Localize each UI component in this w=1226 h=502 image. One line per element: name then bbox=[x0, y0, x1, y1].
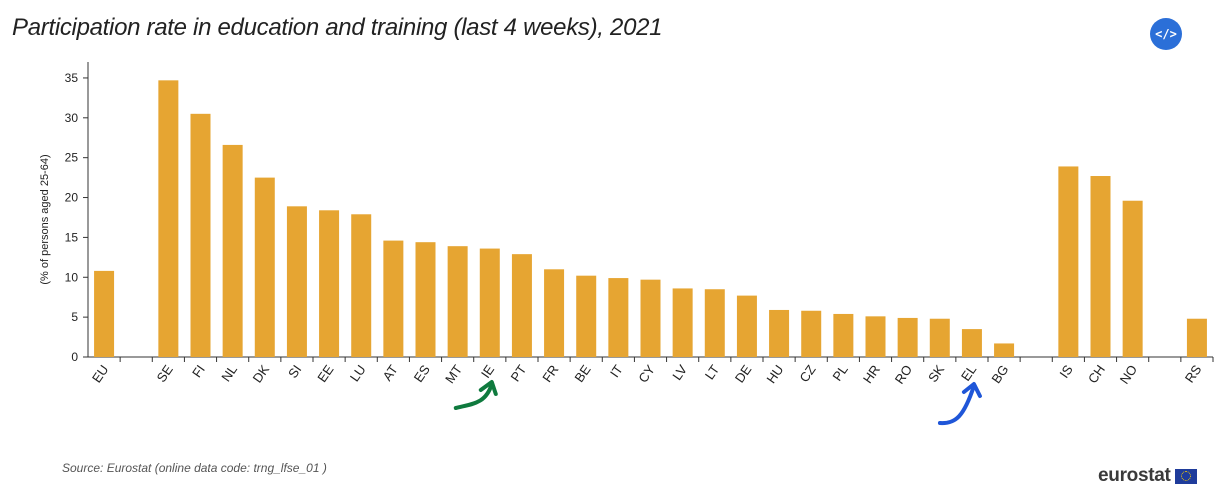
y-axis-title: (% of persons aged 25-64) bbox=[39, 154, 51, 284]
bar-lt bbox=[704, 289, 725, 357]
bar-is bbox=[1058, 166, 1079, 357]
x-tick-label: LU bbox=[347, 362, 369, 384]
bar-fr bbox=[544, 269, 565, 357]
x-tick-label: AT bbox=[380, 362, 401, 383]
bar-hu bbox=[769, 309, 790, 357]
x-tick-label: NL bbox=[218, 362, 240, 384]
x-tick-label: RO bbox=[892, 362, 915, 387]
bar-bg bbox=[994, 343, 1015, 357]
x-tick-label: DE bbox=[732, 362, 755, 386]
y-tick-label: 20 bbox=[65, 191, 79, 205]
x-tick-label: HU bbox=[763, 362, 786, 386]
chart-title: Participation rate in education and trai… bbox=[12, 14, 663, 41]
chart-axes: 0 5 10 15 20 25 30 35 (% of persons aged 25-64) bbox=[39, 62, 1214, 364]
bar-cy bbox=[640, 279, 661, 357]
x-tick-label: FI bbox=[189, 362, 208, 380]
bar-ie bbox=[479, 248, 500, 357]
bar-pl bbox=[833, 313, 854, 357]
x-tick-label: SE bbox=[154, 362, 176, 385]
embed-code-button[interactable]: </> bbox=[1150, 18, 1182, 50]
bar-sk bbox=[929, 318, 950, 357]
chart-bars bbox=[94, 80, 1207, 358]
y-tick-label: 10 bbox=[65, 270, 79, 284]
x-tick-label: SK bbox=[925, 362, 947, 385]
bar-si bbox=[286, 206, 307, 357]
x-tick-label: IE bbox=[478, 362, 498, 381]
x-tick-label: LV bbox=[669, 362, 690, 383]
x-tick-label: EU bbox=[89, 362, 112, 385]
x-tick-label: DK bbox=[250, 362, 273, 386]
eu-flag-icon bbox=[1174, 468, 1197, 484]
y-tick-label: 25 bbox=[65, 151, 79, 165]
chart-annotations bbox=[453, 380, 982, 426]
bar-se bbox=[158, 80, 179, 358]
bar-ee bbox=[319, 210, 340, 357]
x-tick-label: CY bbox=[635, 362, 658, 386]
bar-fi bbox=[190, 113, 211, 357]
y-tick-label: 30 bbox=[65, 111, 79, 125]
x-tick-label: LT bbox=[702, 362, 722, 382]
x-tick-label: EL bbox=[958, 362, 979, 384]
bar-de bbox=[736, 295, 757, 357]
bar-lv bbox=[672, 288, 693, 357]
bar-at bbox=[383, 240, 404, 357]
x-tick-label: CZ bbox=[796, 362, 818, 385]
bar-hr bbox=[865, 316, 886, 357]
x-tick-label: EE bbox=[314, 362, 336, 385]
green-arrow-annotation bbox=[453, 382, 494, 410]
x-tick-label: HR bbox=[860, 362, 883, 386]
eurostat-logo[interactable]: eurostat bbox=[1098, 464, 1197, 488]
source-note: Source: Eurostat (online data code: trng… bbox=[62, 461, 327, 475]
bar-ro bbox=[897, 317, 918, 357]
bar-cz bbox=[801, 310, 822, 357]
x-tick-label: RS bbox=[1182, 362, 1205, 386]
x-tick-label: PL bbox=[829, 362, 850, 384]
x-axis-labels: EU SE FI NL DK SI EE LU AT ES MT IE PT FR BE IT CY LV LT DE… bbox=[89, 362, 1205, 387]
bar-dk bbox=[254, 177, 275, 357]
bar-es bbox=[415, 242, 436, 357]
x-tick-label: PT bbox=[508, 362, 530, 384]
green-arrow-head bbox=[478, 380, 498, 396]
bar-be bbox=[576, 275, 597, 357]
bar-el bbox=[961, 329, 982, 357]
blue-arrow-head bbox=[961, 382, 982, 398]
x-tick-label: IT bbox=[607, 362, 626, 380]
x-tick-label: ES bbox=[411, 362, 433, 385]
x-tick-label: BE bbox=[571, 362, 593, 385]
x-tick-label: BG bbox=[988, 362, 1011, 386]
y-tick-label: 35 bbox=[65, 71, 79, 85]
x-tick-label: NO bbox=[1117, 362, 1140, 387]
y-tick-label: 15 bbox=[65, 230, 79, 244]
bar-no bbox=[1122, 200, 1143, 357]
bar-rs bbox=[1186, 318, 1207, 357]
x-tick-label: IS bbox=[1056, 362, 1076, 381]
bar-pt bbox=[511, 254, 532, 357]
y-tick-label: 0 bbox=[71, 350, 78, 364]
bar-eu bbox=[94, 270, 115, 357]
x-tick-label: CH bbox=[1085, 362, 1108, 386]
y-tick-label: 5 bbox=[71, 310, 78, 324]
x-tick-label: FR bbox=[539, 362, 561, 385]
bar-ch bbox=[1090, 176, 1111, 357]
x-tick-label: SI bbox=[285, 362, 304, 381]
logo-text: eurostat bbox=[1098, 465, 1171, 486]
bar-it bbox=[608, 278, 629, 357]
bar-lu bbox=[351, 214, 372, 357]
bar-mt bbox=[447, 246, 468, 357]
blue-arrow-annotation bbox=[937, 384, 976, 426]
bar-nl bbox=[222, 144, 243, 357]
x-tick-label: MT bbox=[442, 362, 465, 386]
